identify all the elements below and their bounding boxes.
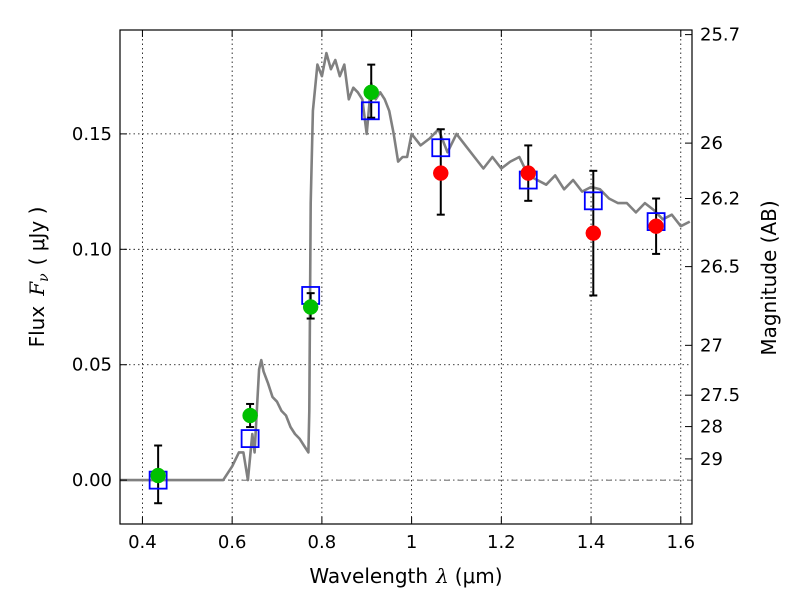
x-tick-label: 0.8 xyxy=(308,532,337,553)
y-tick-label: 0.05 xyxy=(72,355,112,376)
observed-point-optical xyxy=(302,299,319,315)
observed-point-nir xyxy=(648,218,664,234)
y2-tick-label: 26 xyxy=(700,133,723,154)
x-tick-label: 1.6 xyxy=(666,532,695,553)
x-label-symbol: λ xyxy=(435,564,449,588)
y-label-prefix: Flux xyxy=(25,306,49,348)
y-label-subscript: ν xyxy=(36,273,52,282)
y-axis-label: Flux Fν ( μJy ) xyxy=(25,207,52,348)
observed-point-optical xyxy=(242,407,258,424)
y2-tick-label: 26.2 xyxy=(700,189,740,210)
y-tick-label: 0.10 xyxy=(72,239,112,260)
x-tick-label: 0.4 xyxy=(128,532,157,553)
observed-point-nir xyxy=(585,225,602,241)
ticks-layer: 0.4 0.6 0.8 1 1.2 1.4 1.6 0.00 0.05 0.10 0.15 25.7 2… xyxy=(72,25,740,553)
plot-frame xyxy=(119,29,693,525)
y-label-unit: ( μJy ) xyxy=(25,207,49,266)
y2-tick-label: 27 xyxy=(700,335,723,356)
x-label-unit: (μm) xyxy=(455,564,503,588)
model-photometry-square xyxy=(240,429,260,448)
y2-tick-label: 28 xyxy=(700,417,723,438)
observed-point-nir xyxy=(433,165,449,181)
model-photometry-square xyxy=(431,138,451,158)
y-tick-label: 0.00 xyxy=(72,470,112,491)
x-tick-label: 1 xyxy=(406,532,417,553)
y2-tick-label: 26.5 xyxy=(700,257,740,278)
y2-tick-label: 25.7 xyxy=(700,25,740,46)
y2-axis-label: Magnitude (AB) xyxy=(757,200,781,355)
x-tick-label: 1.2 xyxy=(487,532,516,553)
x-label-prefix: Wavelength xyxy=(309,564,428,588)
x-tick-label: 1.4 xyxy=(577,532,606,553)
x-tick-label: 0.6 xyxy=(218,532,247,553)
observed-point-optical xyxy=(150,467,166,484)
y2-tick-label: 27.5 xyxy=(700,385,740,406)
y2-tick-label: 29 xyxy=(700,449,723,470)
observed-point-nir xyxy=(520,165,537,181)
y-label-symbol: F xyxy=(25,281,49,297)
y-tick-label: 0.15 xyxy=(72,124,112,145)
observed-point-optical xyxy=(363,84,379,101)
model-photometry-square xyxy=(583,191,603,211)
x-axis-label: Wavelength λ (μm) xyxy=(309,564,502,588)
model-photometry-square xyxy=(360,101,380,121)
observed-points-layer xyxy=(150,84,664,484)
